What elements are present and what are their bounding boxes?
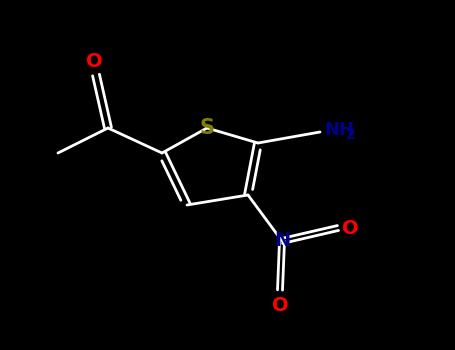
- Text: O: O: [272, 296, 288, 315]
- Text: O: O: [342, 218, 359, 238]
- Text: NH: NH: [324, 121, 354, 139]
- Text: S: S: [199, 118, 214, 138]
- Text: N: N: [274, 231, 290, 251]
- Text: O: O: [86, 52, 102, 71]
- Text: 2: 2: [346, 128, 356, 142]
